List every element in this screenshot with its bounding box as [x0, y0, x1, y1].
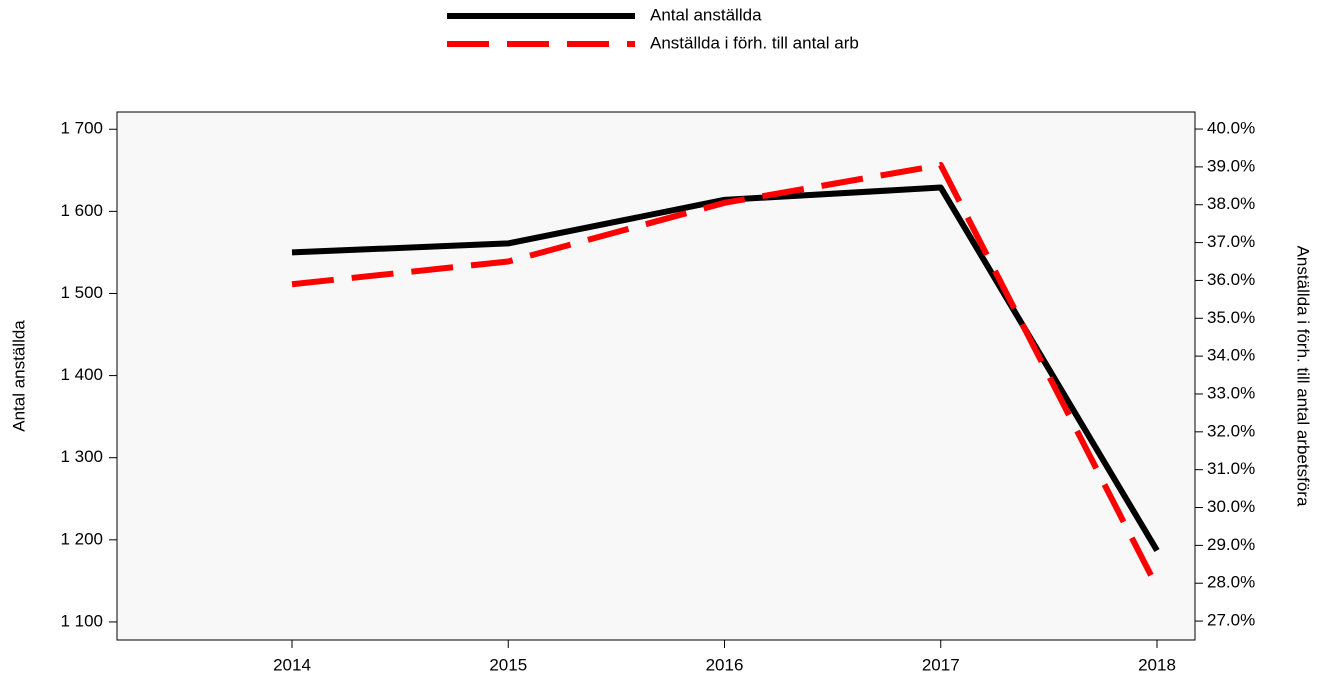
- y2-tick-label: 34.0%: [1207, 346, 1255, 365]
- y-tick-label: 1 100: [60, 611, 103, 630]
- plot-area: [116, 111, 1196, 641]
- y2-tick-label: 29.0%: [1207, 535, 1255, 554]
- x-tick-label: 2016: [706, 655, 744, 674]
- y-tick-label: 1 300: [60, 447, 103, 466]
- y2-axis-title: Anställda i förh. till antal arbetsföra: [1294, 246, 1313, 507]
- x-tick-label: 2018: [1138, 655, 1176, 674]
- legend-label: Antal anställda: [650, 5, 762, 24]
- y2-tick-label: 30.0%: [1207, 497, 1255, 516]
- y2-tick-label: 36.0%: [1207, 270, 1255, 289]
- y2-tick-label: 27.0%: [1207, 611, 1255, 630]
- y-axis-title: Antal anställda: [9, 320, 28, 432]
- y2-tick-label: 35.0%: [1207, 308, 1255, 327]
- y-tick-label: 1 500: [60, 283, 103, 302]
- y2-tick-label: 28.0%: [1207, 573, 1255, 592]
- x-tick-label: 2017: [922, 655, 960, 674]
- y2-tick-label: 32.0%: [1207, 421, 1255, 440]
- x-tick-label: 2015: [489, 655, 527, 674]
- legend-label: Anställda i förh. till antal arb: [650, 33, 859, 52]
- y-tick-label: 1 700: [60, 119, 103, 138]
- y2-tick-label: 38.0%: [1207, 194, 1255, 213]
- y2-tick-label: 33.0%: [1207, 383, 1255, 402]
- y-tick-label: 1 600: [60, 201, 103, 220]
- y2-tick-label: 40.0%: [1207, 119, 1255, 138]
- series-line: [291, 161, 1160, 589]
- y-tick-label: 1 400: [60, 365, 103, 384]
- y2-tick-label: 39.0%: [1207, 156, 1255, 175]
- y-tick-label: 1 200: [60, 529, 103, 548]
- x-tick-label: 2014: [273, 655, 311, 674]
- y2-tick-label: 37.0%: [1207, 232, 1255, 251]
- y2-tick-label: 31.0%: [1207, 459, 1255, 478]
